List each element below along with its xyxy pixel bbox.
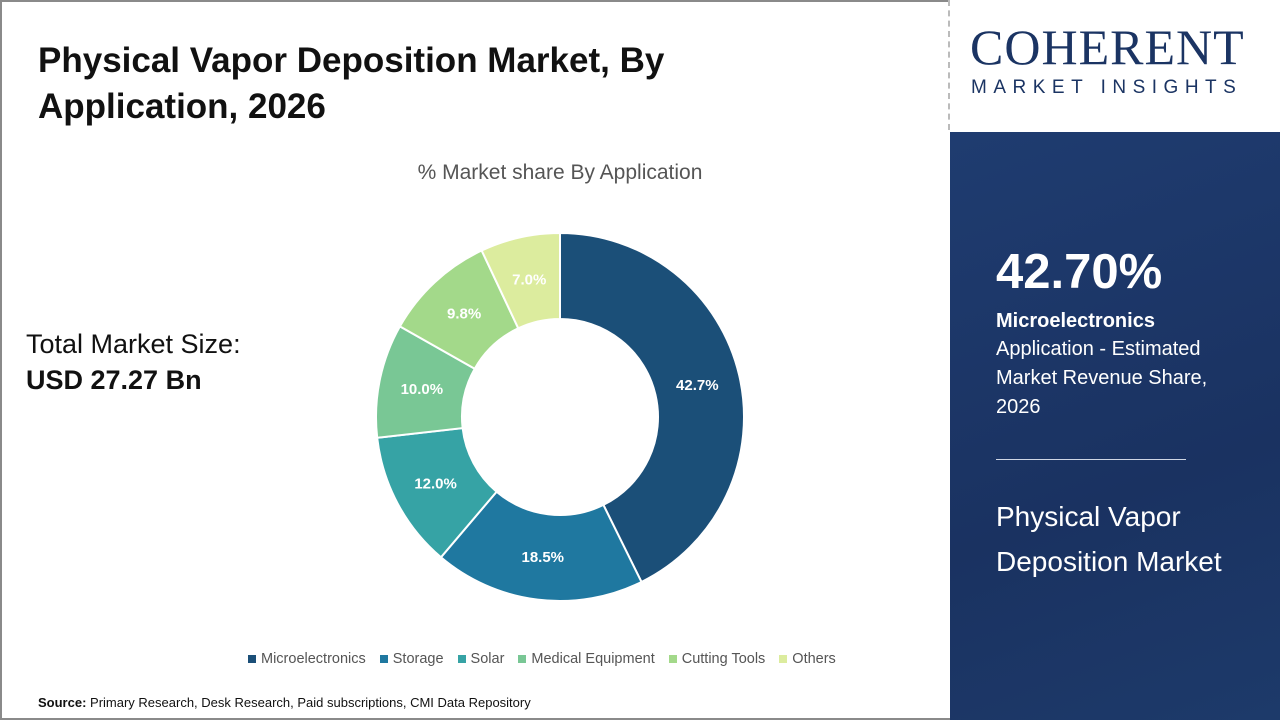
data-label: 18.5% bbox=[521, 549, 564, 566]
slice-storage bbox=[439, 490, 643, 602]
source-note: Source: Primary Research, Desk Research,… bbox=[38, 695, 531, 711]
legend-label: Microelectronics bbox=[261, 651, 366, 667]
donut-chart: 42.7% 18.5% 12.0% 10.0% 9.8% 7.0% bbox=[375, 231, 745, 602]
highlight-segment: Microelectronics bbox=[996, 310, 1155, 332]
data-label: 9.8% bbox=[447, 306, 481, 323]
legend-swatch bbox=[518, 655, 527, 663]
data-label: 10.0% bbox=[401, 381, 444, 398]
logo-name: COHERENT bbox=[970, 19, 1245, 75]
legend-item: Others bbox=[779, 650, 836, 668]
legend-item: Medical Equipment bbox=[518, 650, 655, 668]
highlight-description: Application - Estimated Market Revenue S… bbox=[996, 338, 1208, 418]
legend-item: Storage bbox=[379, 650, 444, 668]
source-text: Primary Research, Desk Research, Paid su… bbox=[86, 695, 531, 710]
legend-label: Storage bbox=[392, 651, 444, 667]
data-label: 42.7% bbox=[676, 377, 719, 394]
company-logo: COHERENT MARKET INSIGHTS bbox=[950, 0, 1280, 132]
total-market-size: Total Market Size: USD 27.27 Bn bbox=[26, 326, 241, 398]
total-label: Total Market Size: bbox=[26, 329, 241, 359]
legend-swatch bbox=[457, 655, 466, 663]
highlight-percent: 42.70% bbox=[996, 245, 1163, 299]
legend-item: Cutting Tools bbox=[668, 650, 766, 668]
legend-item: Microelectronics bbox=[248, 650, 366, 668]
data-label: 7.0% bbox=[512, 271, 546, 288]
page-title: Physical Vapor Deposition Market, By App… bbox=[38, 41, 665, 126]
legend-label: Medical Equipment bbox=[531, 651, 655, 667]
slice-others bbox=[480, 231, 561, 330]
legend-swatch bbox=[379, 655, 388, 663]
data-label: 12.0% bbox=[414, 475, 457, 492]
divider bbox=[948, 0, 950, 130]
legend-label: Solar bbox=[470, 651, 505, 667]
chart-legend: Microelectronics Storage Solar Medical Equi… bbox=[248, 650, 836, 668]
logo-tagline: MARKET INSIGHTS bbox=[971, 77, 1243, 98]
legend-swatch bbox=[668, 655, 677, 663]
legend-item: Solar bbox=[457, 650, 505, 668]
chart-title: % Market share By Application bbox=[417, 161, 703, 184]
legend-label: Cutting Tools bbox=[681, 651, 766, 667]
highlight-panel: 42.70% Microelectronics Application - Es… bbox=[950, 132, 1280, 720]
total-value: USD 27.27 Bn bbox=[26, 365, 202, 395]
panel-divider bbox=[996, 459, 1186, 460]
slice-microelectronics bbox=[559, 231, 745, 584]
legend-swatch bbox=[248, 655, 256, 663]
market-name: Physical Vapor Deposition Market bbox=[996, 501, 1222, 577]
legend-label: Others bbox=[792, 651, 836, 667]
legend-swatch bbox=[779, 655, 788, 663]
source-label: Source: bbox=[38, 695, 87, 710]
